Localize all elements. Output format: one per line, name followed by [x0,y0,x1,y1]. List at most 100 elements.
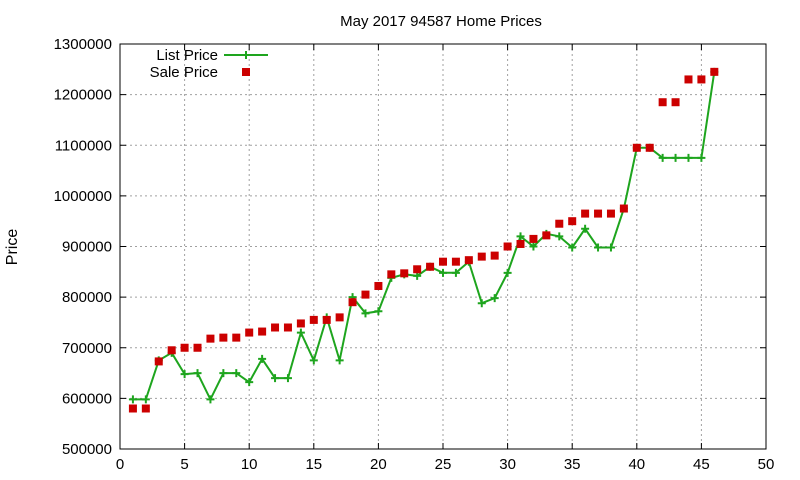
sale-price-point [374,281,383,290]
y-tick-label: 1300000 [54,36,112,53]
sale-price-point [193,343,202,352]
sale-price-point [258,327,267,336]
list-price-point [361,309,370,318]
sale-price-point [671,98,680,107]
list-price-point [451,268,460,277]
sale-price-point [697,75,706,84]
sale-price-point [529,234,538,243]
sale-price-point [555,219,564,228]
sale-price-point [426,262,435,271]
x-tick-label: 40 [628,456,645,473]
list-price-point [193,369,202,378]
sale-price-point [322,315,331,324]
list-price-point [309,356,318,365]
sale-price-point [271,323,280,332]
list-price-point [271,374,280,383]
sale-price-point [619,204,628,213]
y-tick-label: 1200000 [54,87,112,104]
list-price-point [335,356,344,365]
list-price-point [258,354,267,363]
list-price-point [490,294,499,303]
list-price-point [477,299,486,308]
sale-price-point [361,290,370,299]
sale-price-point [245,328,254,337]
list-price-point [141,395,150,404]
list-price-point [245,378,254,387]
sale-price-point [180,343,189,352]
sale-price-point [568,217,577,226]
sale-price-point [490,251,499,260]
legend-label-list-price: List Price [156,47,218,64]
sale-price-point [451,257,460,266]
legend-marker-list-price [242,51,250,59]
chart-title: May 2017 94587 Home Prices [340,13,542,30]
legend: List Price Sale Price [150,47,268,81]
x-tick-label: 50 [758,456,775,473]
list-price-point [180,370,189,379]
y-axis-title: Price [4,229,21,266]
list-price-point [658,153,667,162]
list-price-point [568,243,577,252]
sale-price-point [477,252,486,261]
sale-price-point [128,404,137,413]
sale-price-point [684,75,693,84]
y-tick-label: 700000 [62,340,112,357]
list-price-point [581,224,590,233]
sale-price-point [581,209,590,218]
list-price-point [606,243,615,252]
sale-price-point [219,333,228,342]
sale-price-point [296,319,305,328]
series-layer [128,67,719,413]
sale-price-point [632,143,641,152]
y-tick-label: 1100000 [55,137,112,154]
x-tick-label: 35 [564,456,581,473]
sale-price-point [658,98,667,107]
sale-price-point [464,256,473,265]
x-tick-label: 10 [241,456,258,473]
sale-price-point [413,265,422,274]
y-tick-label: 500000 [62,441,112,458]
sale-price-point [439,257,447,266]
sale-price-point [309,315,318,324]
x-tick-label: 15 [305,456,322,473]
y-tick-label: 600000 [62,390,112,407]
y-tick-label: 800000 [62,289,112,306]
axis-ticks: 500000 600000 700000 800000 900000 1000000 110… [54,36,775,473]
sale-price-point [283,323,292,332]
list-price-point [296,328,305,337]
legend-label-sale-price: Sale Price [150,64,218,81]
sale-price-point [606,209,615,218]
y-tick-label: 900000 [62,239,112,256]
x-tick-label: 25 [435,456,452,473]
sale-price-point [141,404,150,413]
x-tick-label: 30 [499,456,516,473]
list-price-point [529,242,538,251]
list-price-point [128,395,137,404]
sale-price-point [387,270,396,279]
list-price-point [206,395,215,404]
x-tick-label: 20 [370,456,387,473]
list-price-point [283,374,292,383]
y-tick-label: 1000000 [54,188,112,205]
list-price-point [684,153,693,162]
list-price-point [503,268,512,277]
sale-price-point [516,239,525,248]
sale-price-point [542,231,551,240]
sale-price-point [594,209,603,218]
list-price-point [671,153,680,162]
list-price-point [516,232,525,241]
x-tick-label: 0 [116,456,124,473]
sale-price-point [167,346,176,355]
list-price-point [374,307,383,316]
sale-price-point [645,143,654,152]
sale-price-point [232,333,241,342]
sale-price-point [335,313,344,322]
sale-price-point [348,298,357,307]
sale-price-point [154,357,163,366]
sale-price-point [503,242,512,251]
list-price-line [132,71,716,402]
list-price-point [439,268,447,277]
sale-price-point [400,269,409,278]
legend-swatch-sale-price [242,68,250,76]
